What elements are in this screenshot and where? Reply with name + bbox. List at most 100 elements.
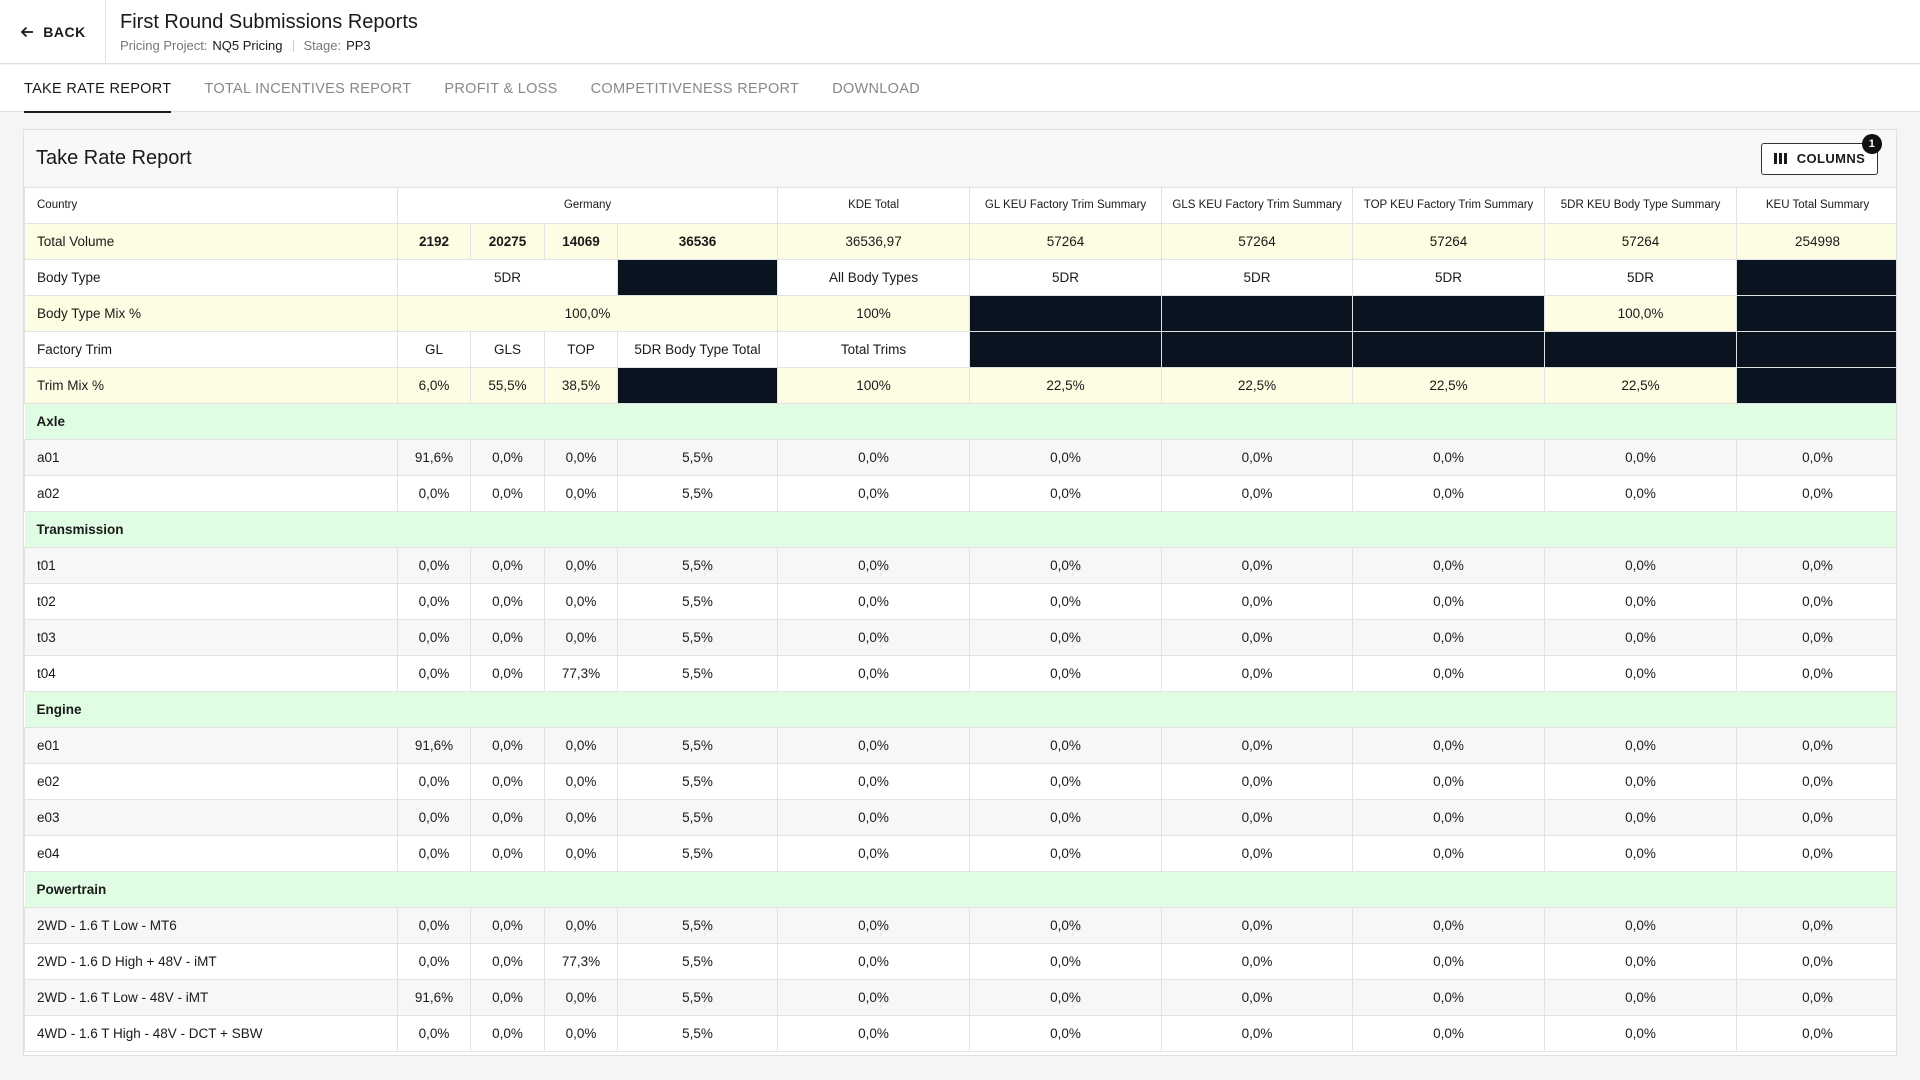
cell: 0,0% — [1736, 979, 1896, 1016]
col-header-country[interactable]: Country — [24, 187, 398, 224]
cell: 0,0% — [969, 439, 1163, 476]
tab-take-rate-report[interactable]: TAKE RATE REPORT — [24, 65, 172, 113]
body-type-row: Body Type 5DR All Body Types 5DR 5DR 5DR… — [24, 259, 1896, 296]
cell: 0,0% — [1161, 1015, 1354, 1052]
row-label: Body Type Mix % — [24, 295, 398, 332]
col-header-gl-keu[interactable]: GL KEU Factory Trim Summary — [969, 187, 1163, 224]
cell: 91,6% — [397, 727, 471, 764]
cell: 20275 — [470, 223, 545, 260]
cell: 0,0% — [544, 1015, 618, 1052]
blank-cell — [1736, 295, 1896, 332]
cell: 0,0% — [544, 727, 618, 764]
tab-total-incentives-report[interactable]: TOTAL INCENTIVES REPORT — [204, 80, 412, 97]
table-row: 2WD - 1.6 D High + 48V - iMT 0,0% 0,0% 77,3… — [24, 943, 1896, 980]
cell: 22,5% — [1544, 367, 1738, 404]
card-header: Take Rate Report COLUMNS 1 — [24, 130, 1896, 187]
cell: 0,0% — [1736, 763, 1896, 800]
cell: 91,6% — [397, 979, 471, 1016]
project-meta: Pricing Project: NQ5 Pricing Stage: PP3 — [120, 38, 418, 53]
report-title: Take Rate Report — [36, 147, 192, 169]
section-title: Axle — [24, 403, 1896, 440]
cell: 0,0% — [777, 583, 971, 620]
columns-button[interactable]: COLUMNS 1 — [1761, 133, 1882, 175]
col-header-germany[interactable]: Germany — [396, 187, 779, 224]
cell: 0,0% — [777, 655, 971, 692]
tab-download[interactable]: DOWNLOAD — [832, 80, 920, 97]
cell: 5,5% — [616, 763, 779, 800]
cell: 0,0% — [397, 583, 471, 620]
cell: 0,0% — [1736, 1015, 1896, 1052]
cell: 0,0% — [544, 799, 618, 836]
cell: 0,0% — [470, 943, 545, 980]
cell: 0,0% — [470, 619, 545, 656]
cell: 0,0% — [1544, 979, 1738, 1016]
cell: 5DR — [1544, 259, 1738, 296]
body-type-mix-row: Body Type Mix % 100,0% 100% 100,0% — [24, 295, 1896, 332]
arrow-left-icon — [20, 26, 34, 37]
cell: 0,0% — [777, 763, 971, 800]
row-label: 4WD - 1.6 T High - 48V - DCT + SBW — [24, 1015, 398, 1052]
total-volume-row: Total Volume 2192 20275 14069 36536 3653… — [24, 223, 1896, 260]
cell: 57264 — [969, 223, 1163, 260]
cell: 5DR — [1161, 259, 1354, 296]
cell: 6,0% — [397, 367, 471, 404]
stage-value: PP3 — [346, 38, 371, 53]
cell: 57264 — [1352, 223, 1546, 260]
cell: 0,0% — [470, 439, 545, 476]
cell: 0,0% — [969, 727, 1163, 764]
cell: 0,0% — [1161, 727, 1354, 764]
col-header-keu-total[interactable]: KEU Total Summary — [1736, 187, 1896, 224]
cell: 0,0% — [544, 547, 618, 584]
cell: 0,0% — [470, 979, 545, 1016]
row-label: 2WD - 1.6 T Low - MT6 — [24, 907, 398, 944]
cell: 22,5% — [969, 367, 1163, 404]
back-button[interactable]: BACK — [0, 0, 106, 64]
cell: 0,0% — [470, 907, 545, 944]
row-label: 2WD - 1.6 D High + 48V - iMT — [24, 943, 398, 980]
cell: 5,5% — [616, 619, 779, 656]
cell: 0,0% — [969, 583, 1163, 620]
cell: 5,5% — [616, 583, 779, 620]
columns-icon — [1773, 153, 1787, 164]
cell: 5,5% — [616, 907, 779, 944]
trim-mix-row: Trim Mix % 6,0% 55,5% 38,5% 100% 22,5% 2… — [24, 367, 1896, 404]
cell: 0,0% — [777, 835, 971, 872]
cell: 5,5% — [616, 943, 779, 980]
cell: 0,0% — [470, 475, 545, 512]
table-row: t03 0,0% 0,0% 0,0% 5,5% 0,0% 0,0% 0,0% 0,0% 0,0% 0… — [24, 619, 1896, 656]
blank-cell — [1736, 367, 1896, 404]
cell: 254998 — [1736, 223, 1896, 260]
columns-badge: 1 — [1862, 133, 1882, 154]
cell: 0,0% — [1161, 547, 1354, 584]
col-header-5dr-keu[interactable]: 5DR KEU Body Type Summary — [1544, 187, 1738, 224]
blank-cell — [969, 295, 1163, 332]
cell: 0,0% — [777, 799, 971, 836]
cell: 0,0% — [1544, 727, 1738, 764]
col-header-gls-keu[interactable]: GLS KEU Factory Trim Summary — [1161, 187, 1354, 224]
cell: 0,0% — [470, 547, 545, 584]
row-label: Factory Trim — [24, 331, 398, 368]
cell: 100,0% — [396, 295, 779, 332]
cell: 36536,97 — [777, 223, 971, 260]
table-row: e04 0,0% 0,0% 0,0% 5,5% 0,0% 0,0% 0,0% 0,0% 0,0% 0… — [24, 835, 1896, 872]
cell: 38,5% — [544, 367, 618, 404]
cell: 0,0% — [397, 763, 471, 800]
tab-competitiveness-report[interactable]: COMPETITIVENESS REPORT — [590, 80, 800, 97]
project-label: Pricing Project: — [120, 38, 208, 53]
tab-profit-loss[interactable]: PROFIT & LOSS — [444, 80, 558, 97]
cell: 0,0% — [969, 799, 1163, 836]
cell: 0,0% — [1161, 655, 1354, 692]
report-tabs: TAKE RATE REPORT TOTAL INCENTIVES REPORT… — [0, 65, 1920, 113]
cell: 0,0% — [470, 763, 545, 800]
cell: 5,5% — [616, 799, 779, 836]
section-title: Engine — [24, 691, 1896, 728]
cell: 0,0% — [1544, 547, 1738, 584]
cell: 0,0% — [1161, 835, 1354, 872]
col-header-top-keu[interactable]: TOP KEU Factory Trim Summary — [1352, 187, 1546, 224]
cell: 0,0% — [1161, 475, 1354, 512]
cell: 0,0% — [1544, 583, 1738, 620]
cell: 0,0% — [777, 943, 971, 980]
cell: 0,0% — [397, 619, 471, 656]
cell: 0,0% — [1352, 475, 1546, 512]
col-header-kde-total[interactable]: KDE Total — [777, 187, 971, 224]
